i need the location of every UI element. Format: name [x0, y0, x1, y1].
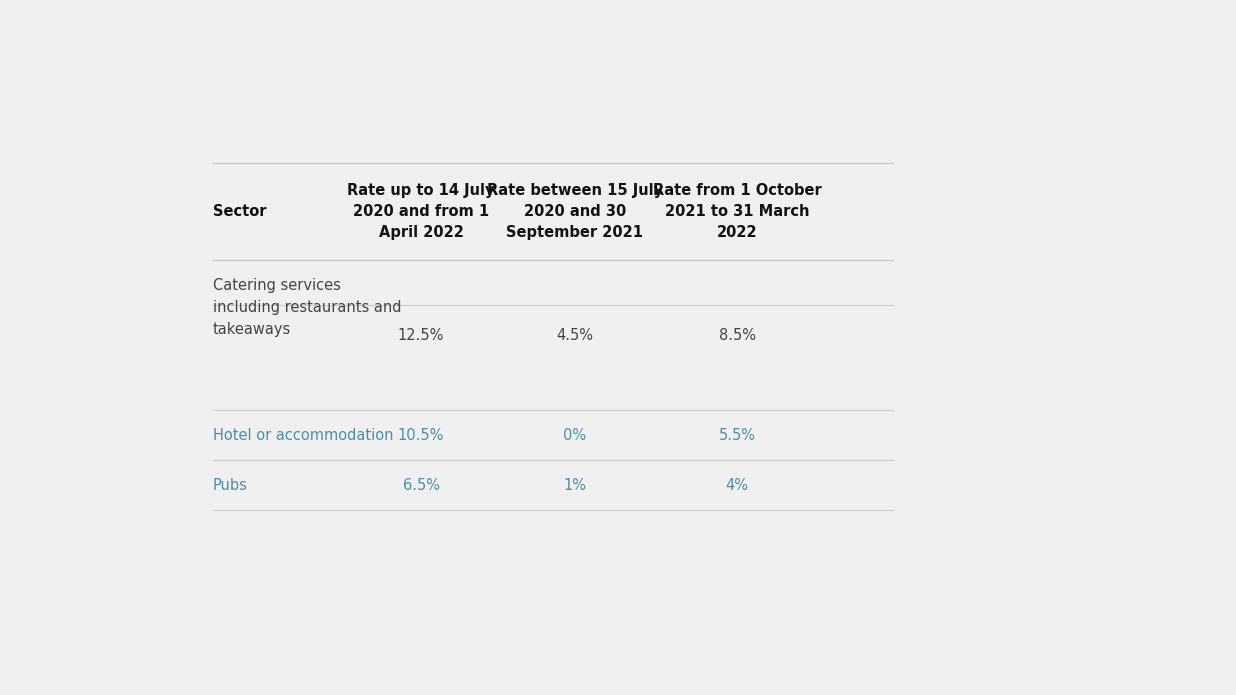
Text: 8.5%: 8.5%: [718, 327, 755, 343]
Text: Catering services
including restaurants and
takeaways: Catering services including restaurants …: [213, 278, 402, 337]
Text: 0%: 0%: [564, 427, 587, 443]
Text: Rate up to 14 July
2020 and from 1
April 2022: Rate up to 14 July 2020 and from 1 April…: [347, 183, 494, 240]
Text: 10.5%: 10.5%: [398, 427, 444, 443]
Text: Hotel or accommodation: Hotel or accommodation: [213, 428, 393, 443]
Text: Rate between 15 July
2020 and 30
September 2021: Rate between 15 July 2020 and 30 Septemb…: [487, 183, 662, 240]
Text: 6.5%: 6.5%: [403, 477, 440, 493]
Text: Rate from 1 October
2021 to 31 March
2022: Rate from 1 October 2021 to 31 March 202…: [653, 183, 822, 240]
Text: 5.5%: 5.5%: [718, 427, 755, 443]
Text: 4%: 4%: [726, 477, 749, 493]
Text: Pubs: Pubs: [213, 478, 248, 493]
Text: 1%: 1%: [564, 477, 587, 493]
Text: 12.5%: 12.5%: [398, 327, 444, 343]
Text: Sector: Sector: [213, 204, 267, 219]
Text: 4.5%: 4.5%: [556, 327, 593, 343]
